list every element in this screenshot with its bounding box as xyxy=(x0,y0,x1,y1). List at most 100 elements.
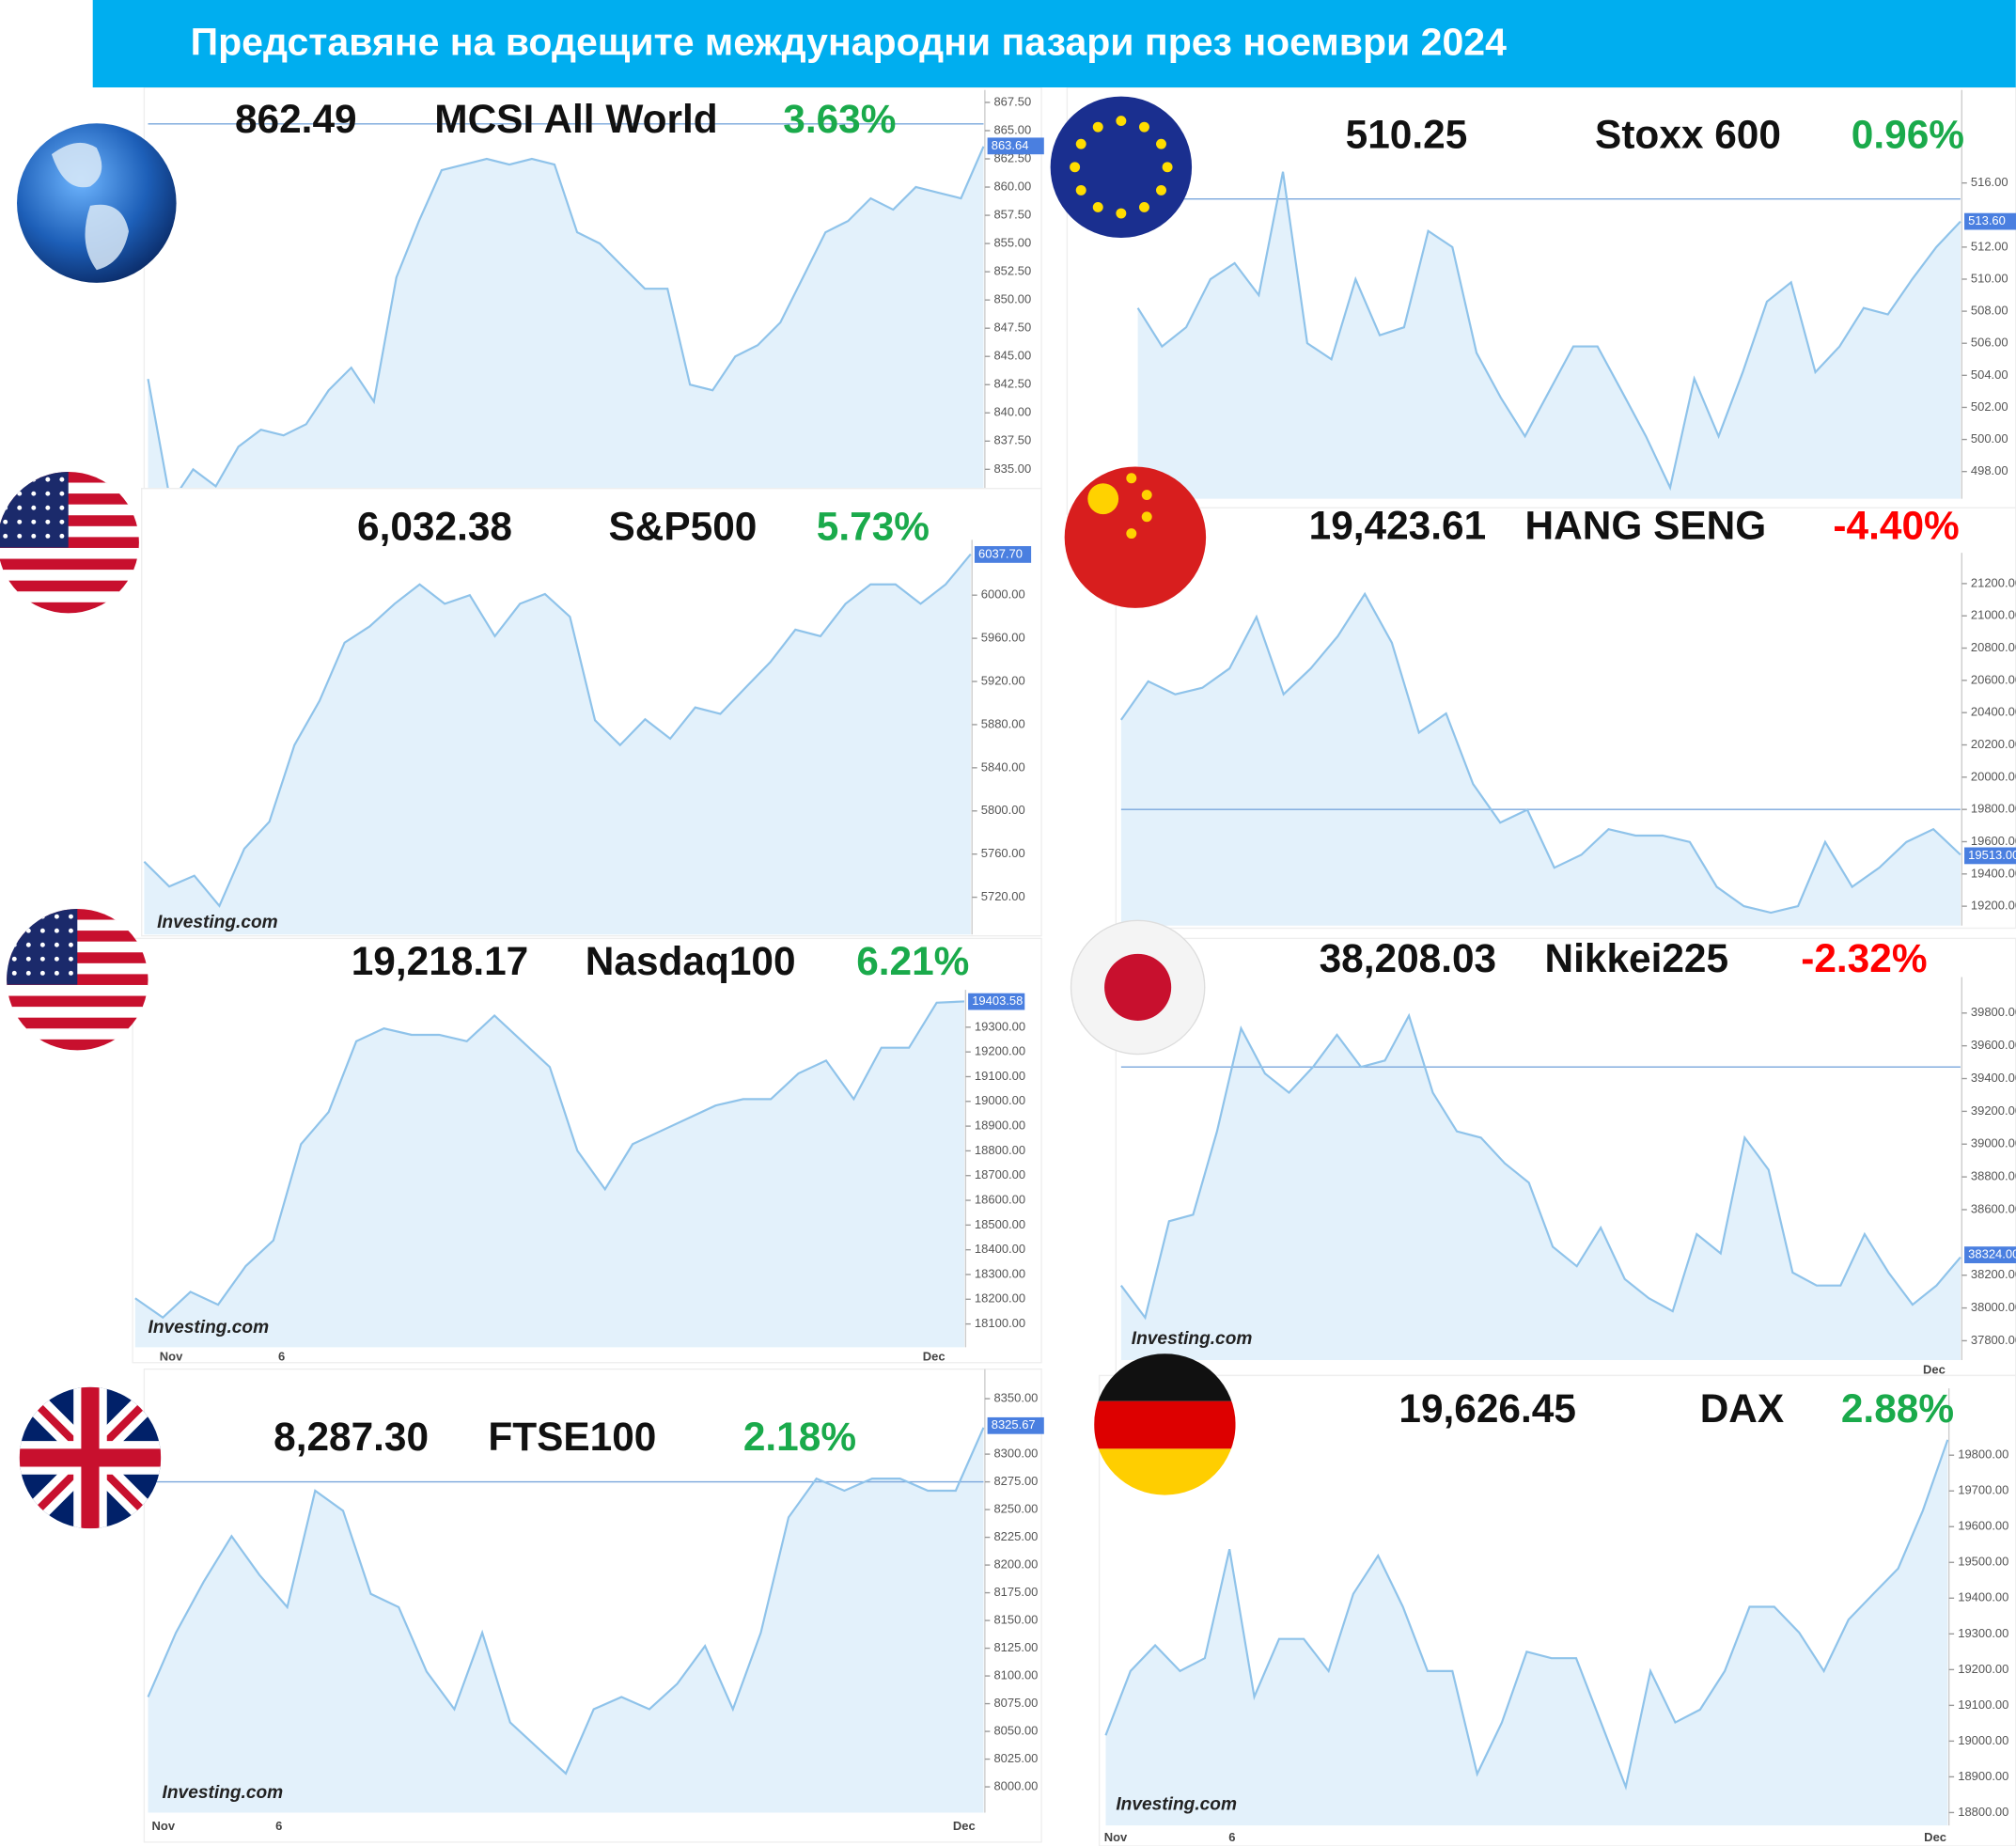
y-tick-label: 8000.00 xyxy=(993,1779,1038,1793)
flag-star xyxy=(1075,138,1086,149)
flag-star xyxy=(39,928,45,933)
y-tick-label: 8075.00 xyxy=(993,1696,1038,1710)
y-tick-label: 39200.00 xyxy=(1971,1103,2016,1118)
header-name: FTSE100 xyxy=(488,1415,656,1459)
y-tick-label: 19100.00 xyxy=(975,1069,1025,1083)
flag-star xyxy=(45,519,51,524)
chart-panel: 19200.00 19400.00 19600.00 19800.00 20000.00… xyxy=(1115,503,2016,930)
y-tick-label: 842.50 xyxy=(993,377,1031,391)
chart-panel: 37800.00 38000.00 38200.00 38600.00 38800.00… xyxy=(1115,936,2016,1376)
flag-star xyxy=(31,477,37,482)
y-tick-label: 39400.00 xyxy=(1971,1071,2016,1085)
price-tag-label: 6037.70 xyxy=(978,546,1023,560)
y-tick-label: 857.50 xyxy=(993,208,1031,222)
flag-stripe xyxy=(7,1028,148,1040)
flag-star xyxy=(11,970,17,976)
y-tick-label: 19400.00 xyxy=(1958,1590,2008,1604)
flag-star xyxy=(1162,162,1173,173)
globe-icon xyxy=(17,123,177,283)
flag-stripe xyxy=(0,547,139,560)
flag-star xyxy=(1139,121,1149,133)
header-name: S&P500 xyxy=(609,505,758,549)
area-fill xyxy=(148,146,984,526)
price-tag xyxy=(974,546,1032,563)
area-fill xyxy=(1105,1439,1948,1826)
price-tag xyxy=(1964,847,2016,865)
y-tick-label: 845.00 xyxy=(993,349,1031,363)
flag-star xyxy=(68,956,73,962)
header-change: 3.63% xyxy=(783,97,896,141)
y-tick-label: 38600.00 xyxy=(1971,1201,2016,1215)
y-tick-label: 8225.00 xyxy=(993,1529,1038,1543)
y-tick-label: 510.00 xyxy=(1971,271,2008,285)
y-tick-label: 852.50 xyxy=(993,264,1031,278)
y-tick-label: 18200.00 xyxy=(975,1291,1025,1306)
y-tick-label: 847.50 xyxy=(993,321,1031,335)
flag-star xyxy=(1156,138,1166,149)
y-tick-label: 5800.00 xyxy=(981,803,1025,817)
y-tick-label: 19800.00 xyxy=(1958,1447,2008,1462)
flag-star xyxy=(17,519,23,524)
header-price: 8,287.30 xyxy=(273,1415,429,1459)
y-tick-label: 20400.00 xyxy=(1971,705,2016,719)
y-tick-label: 19200.00 xyxy=(975,1044,1025,1058)
y-tick-label: 8300.00 xyxy=(993,1447,1038,1461)
y-tick-label: 19400.00 xyxy=(1971,866,2016,880)
flag-star xyxy=(3,491,8,496)
uk-flag xyxy=(19,1386,162,1529)
header-name: HANG SENG xyxy=(1525,503,1767,547)
flag-star xyxy=(11,914,17,919)
chart-panel: 8000.00 8025.00 8050.00 8075.00 8100.00 8125.… xyxy=(143,1368,1044,1843)
flag-stripe xyxy=(7,995,148,1008)
flag-stripe xyxy=(0,602,139,614)
y-tick-label: 835.00 xyxy=(993,462,1031,476)
area-fill xyxy=(1137,171,1961,499)
x-tick-label: 6 xyxy=(1228,1830,1235,1844)
y-tick-label: 498.00 xyxy=(1971,463,2008,477)
y-tick-label: 18800.00 xyxy=(975,1143,1025,1157)
area-fill xyxy=(148,1427,984,1813)
us-flag xyxy=(7,908,148,1051)
price-line xyxy=(147,146,985,507)
y-tick-label: 18700.00 xyxy=(975,1167,1025,1181)
area-fill xyxy=(1120,593,1961,926)
header-change: -2.32% xyxy=(1801,936,1927,980)
y-tick-label: 20200.00 xyxy=(1971,737,2016,751)
flag-star xyxy=(1116,208,1127,219)
area-fill xyxy=(134,1001,964,1348)
y-tick-label: 6000.00 xyxy=(981,587,1025,602)
flag-star xyxy=(17,505,23,510)
flag-stripe xyxy=(7,1017,148,1029)
y-tick-label: 18400.00 xyxy=(975,1242,1025,1256)
header-name: MCSI All World xyxy=(434,97,717,141)
y-tick-label: 19300.00 xyxy=(1958,1626,2008,1640)
x-tick-label: Nov xyxy=(160,1350,183,1364)
y-tick-label: 18600.00 xyxy=(975,1192,1025,1206)
x-tick-label: Dec xyxy=(953,1819,976,1833)
us-flag xyxy=(0,471,139,614)
chart-panel: 18800.00 18900.00 19000.00 19100.00 19200.00… xyxy=(1098,1374,2016,1846)
y-tick-label: 19600.00 xyxy=(1971,834,2016,848)
y-tick-label: 21200.00 xyxy=(1971,575,2016,589)
flag-star xyxy=(11,928,17,933)
flag-star xyxy=(17,477,23,482)
flag-star xyxy=(1116,116,1127,127)
chart-panel: 18100.00 18200.00 18300.00 18400.00 18500.00… xyxy=(132,937,1042,1364)
brand-logo: Investing.com xyxy=(148,1318,270,1338)
x-tick-label: Dec xyxy=(1923,1362,1946,1376)
brand-logo: Investing.com xyxy=(1116,1794,1237,1814)
flag-star xyxy=(25,914,31,919)
y-tick-label: 8175.00 xyxy=(993,1585,1038,1599)
price-line xyxy=(147,1427,985,1776)
flag-star xyxy=(3,533,8,539)
y-tick-label: 19800.00 xyxy=(1971,802,2016,816)
header-change: 2.88% xyxy=(1841,1386,1954,1431)
brand-logo: Investing.com xyxy=(1132,1329,1253,1349)
y-tick-label: 18100.00 xyxy=(975,1316,1025,1330)
y-tick-label: 504.00 xyxy=(1971,368,2008,382)
y-tick-label: 8150.00 xyxy=(993,1613,1038,1627)
x-tick-label: Dec xyxy=(923,1350,945,1364)
header-name: DAX xyxy=(1700,1386,1784,1431)
y-tick-label: 39000.00 xyxy=(1971,1136,2016,1150)
flag-star xyxy=(39,956,45,962)
